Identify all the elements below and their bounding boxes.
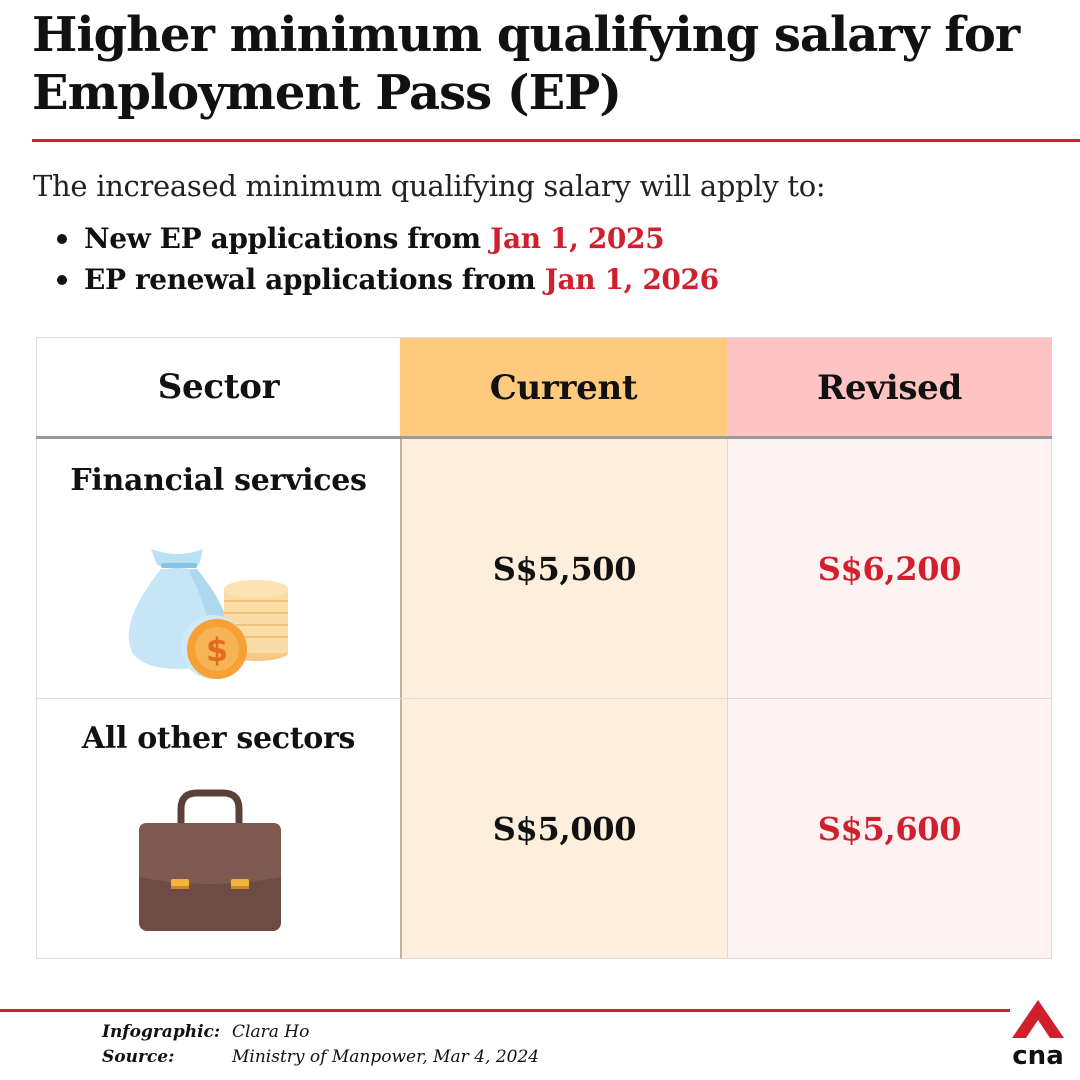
cna-logo-icon: cna [1008,998,1068,1072]
salary-table: Sector Current Revised Financial service… [36,337,1052,959]
applicability-list: New EP applications from Jan 1, 2025 EP … [54,218,719,300]
list-item: EP renewal applications from Jan 1, 2026 [54,259,719,300]
row-divider [36,698,1052,699]
sector-name: Financial services [70,463,367,498]
revised-salary-value: S$5,600 [727,699,1052,959]
bullet-dot [57,234,67,244]
table-header-revised: Revised [727,337,1052,437]
page-title: Higher minimum qualifying salary for Emp… [32,7,1020,121]
sector-name: All other sectors [81,721,356,756]
revised-salary-value: S$6,200 [727,439,1052,698]
logo-text: cna [1012,1041,1063,1071]
table-row: Financial services $ [36,439,400,698]
current-salary-value: S$5,000 [400,699,727,959]
list-item: New EP applications from Jan 1, 2025 [54,218,719,259]
bullet-text: EP renewal applications from [84,263,545,296]
intro-text: The increased minimum qualifying salary … [33,169,826,203]
bullet-date: Jan 1, 2025 [490,222,665,255]
current-salary-value: S$5,500 [400,439,727,698]
table-header-sector: Sector [36,337,400,437]
credits: Infographic: Clara Ho Source: Ministry of … [102,1020,539,1070]
footer-divider [0,1009,1010,1012]
bullet-date: Jan 1, 2026 [544,263,719,296]
bullet-text: New EP applications from [84,222,491,255]
source-label: Source: [102,1047,175,1067]
bullet-dot [57,275,67,285]
infographic-label: Infographic: [102,1022,221,1042]
briefcase-icon [137,787,283,939]
title-divider [32,139,1080,142]
svg-text:$: $ [206,631,228,669]
source-value: Ministry of Manpower, Mar 4, 2024 [232,1047,540,1067]
money-bag-coins-icon: $ [127,529,297,683]
table-header-current: Current [400,337,727,437]
header-divider [36,436,1052,439]
infographic-author: Clara Ho [232,1022,310,1042]
table-row: All other sectors [36,699,400,959]
